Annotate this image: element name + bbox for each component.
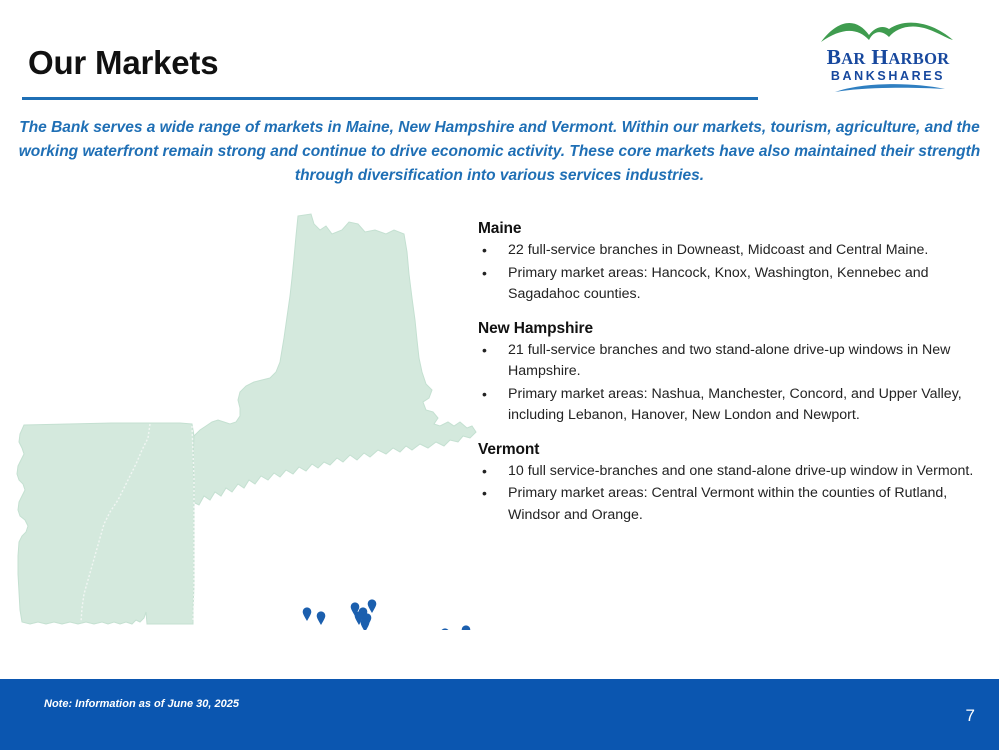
state-border-line <box>80 423 151 623</box>
list-item-text: Primary market areas: Nashua, Manchester… <box>508 385 962 424</box>
title-divider <box>22 97 758 100</box>
market-bullets-maine: • 22 full-service branches in Downeast, … <box>478 240 990 306</box>
market-block-maine: Maine • 22 full-service branches in Down… <box>478 220 990 306</box>
logo-wordmark-primary: BAR HARBOR <box>827 45 951 69</box>
bullet-icon: • <box>482 462 487 479</box>
branch-location-pin <box>360 618 370 630</box>
markets-detail-column: Maine • 22 full-service branches in Down… <box>478 220 990 540</box>
list-item: • Primary market areas: Central Vermont … <box>478 483 990 526</box>
list-item: • 22 full-service branches in Downeast, … <box>478 240 990 262</box>
branch-location-pin <box>302 607 312 621</box>
page-title: Our Markets <box>28 44 219 81</box>
branch-location-pin <box>350 602 360 616</box>
market-block-new-hampshire: New Hampshire • 21 full-service branches… <box>478 320 990 427</box>
branch-location-pin <box>354 611 364 625</box>
state-border-line-nh-me <box>191 425 195 623</box>
market-heading-new-hampshire: New Hampshire <box>478 319 593 337</box>
market-bullets-vermont: • 10 full service-branches and one stand… <box>478 461 990 527</box>
list-item: • 21 full-service branches and two stand… <box>478 340 990 383</box>
mountain-arc-icon <box>821 22 953 42</box>
branch-pin-layer <box>302 599 471 630</box>
list-item-text: 22 full-service branches in Downeast, Mi… <box>508 242 929 258</box>
branch-location-pin <box>461 625 471 630</box>
vermont-new-hampshire-state-shape <box>16 422 195 625</box>
slide-subtitle: The Bank serves a wide range of markets … <box>18 119 981 184</box>
market-heading-vermont: Vermont <box>478 440 540 458</box>
bar-harbor-bankshares-logo: BAR HARBOR BANKSHARES <box>805 16 971 94</box>
bullet-icon: • <box>482 485 487 501</box>
list-item-text: Primary market areas: Hancock, Knox, Was… <box>508 264 929 303</box>
market-block-vermont: Vermont • 10 full service-branches and o… <box>478 441 990 527</box>
footer-note: Note: Information as of June 30, 2025 <box>44 698 239 710</box>
list-item-text: Primary market areas: Central Vermont wi… <box>508 485 948 523</box>
market-heading-maine: Maine <box>478 220 522 237</box>
bullet-icon: • <box>482 341 487 358</box>
list-item: • Primary market areas: Nashua, Manchest… <box>478 384 990 427</box>
maine-state-shape <box>146 213 477 625</box>
list-item-text: 10 full service-branches and one stand-a… <box>508 462 974 479</box>
northern-new-england-branch-map <box>8 212 478 630</box>
list-item: • Primary market areas: Hancock, Knox, W… <box>478 263 990 306</box>
bullet-icon: • <box>482 264 487 281</box>
market-bullets-new-hampshire: • 21 full-service branches and two stand… <box>478 340 990 427</box>
wave-arc-icon <box>835 84 945 92</box>
page-number: 7 <box>965 706 975 725</box>
branch-location-pin <box>316 611 326 625</box>
bullet-icon: • <box>482 385 487 402</box>
branch-location-pin <box>367 599 377 613</box>
list-item-text: 21 full-service branches and two stand-a… <box>508 341 951 380</box>
bullet-icon: • <box>482 242 487 258</box>
logo-wordmark-secondary: BANKSHARES <box>831 69 945 83</box>
footer-bar <box>0 679 999 750</box>
list-item: • 10 full service-branches and one stand… <box>478 461 990 483</box>
branch-location-pin <box>441 628 449 630</box>
